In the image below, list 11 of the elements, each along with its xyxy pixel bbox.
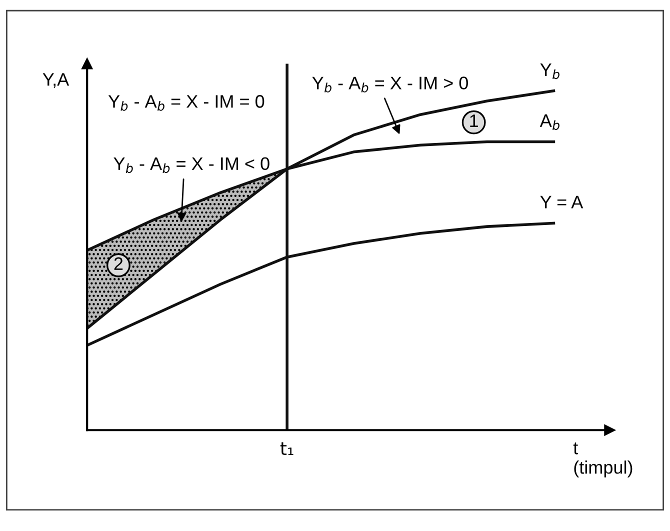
annotation: Y$_{b}$ - A$_{b}$ = X - IM = 0 [108,95,264,111]
annotation: 1 [470,114,478,128]
series-label: Y = A [540,196,584,208]
series-label: Y$_{b}$ [540,64,560,80]
series-label: A$_{b}$ [540,114,560,130]
annotation: Y$_{b}$ - A$_{b}$ = X - IM < 0 [114,157,270,173]
annotation: 2 [114,257,123,270]
annotation: Y$_{b}$ - A$_{b}$ = X - IM > 0 [312,76,468,92]
x-axis-title: t (timpul) [573,442,632,478]
text: t₁ [280,442,294,456]
y-axis-title: Y,A [42,73,70,88]
